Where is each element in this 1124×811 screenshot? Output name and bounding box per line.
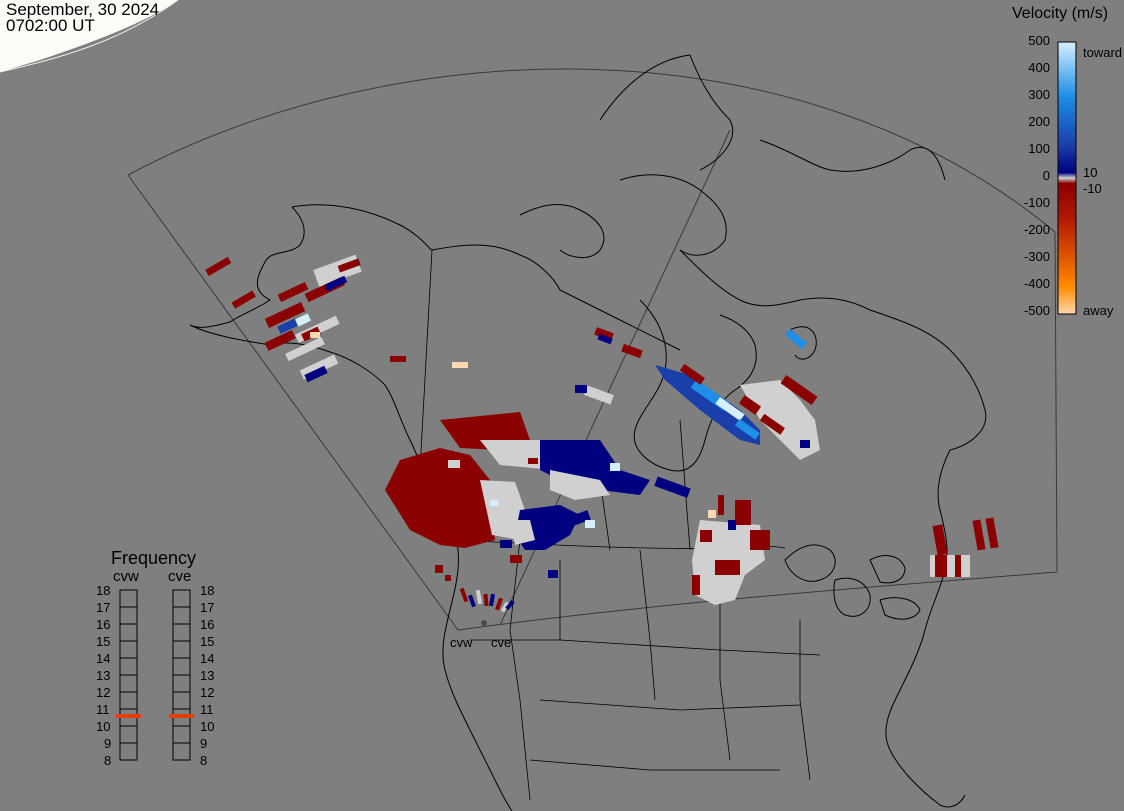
freq-tick: 15: [96, 634, 111, 649]
freq-tick: 17: [96, 600, 111, 615]
freq-tick: 15: [200, 634, 215, 649]
freq-tick: 9: [104, 736, 112, 751]
away-label: away: [1083, 303, 1114, 318]
freq-tick: 17: [200, 600, 215, 615]
freq-tick: 11: [96, 702, 110, 717]
freq-tick: 13: [200, 668, 215, 683]
velocity-inner-label: 10: [1083, 165, 1098, 180]
velocity-tick: 400: [1028, 60, 1050, 75]
velocity-inner-label: -10: [1083, 181, 1102, 196]
velocity-tick: -400: [1023, 276, 1050, 291]
velocity-tick: 200: [1028, 114, 1050, 129]
freq-tick: 16: [96, 617, 111, 632]
daylight-region: [0, 0, 178, 72]
radar-fan-cvw: [459, 587, 489, 608]
terminator-line: [0, 0, 179, 73]
frequency-title: Frequency: [111, 548, 197, 568]
freq-tick: 8: [200, 753, 208, 768]
time-label: 0702:00 UT: [6, 16, 95, 35]
velocity-colorbar: [1057, 41, 1077, 315]
freq-tick: 13: [96, 668, 111, 683]
frequency-boxes: [119, 589, 191, 761]
freq-tick: 16: [200, 617, 215, 632]
radar-site-label-cvw: cvw: [450, 635, 473, 650]
freq-column-label-cve: cve: [168, 568, 192, 585]
freq-tick: 8: [104, 753, 112, 768]
freq-tick: 12: [96, 685, 111, 700]
freq-tick: 14: [96, 651, 111, 666]
velocity-tick: 0: [1042, 168, 1050, 183]
fov-outline: [127, 68, 1058, 631]
velocity-tick: -100: [1023, 195, 1050, 210]
velocity-tick: 300: [1028, 87, 1050, 102]
velocity-tick: -300: [1023, 249, 1050, 264]
freq-tick: 11: [200, 702, 214, 717]
freq-tick: 12: [200, 685, 215, 700]
velocity-tick: 100: [1028, 141, 1050, 156]
freq-column-label-cvw: cvw: [113, 568, 139, 585]
radar-data: [205, 254, 999, 626]
freq-marker-cvw: [116, 714, 141, 718]
velocity-title: Velocity (m/s): [1012, 5, 1109, 22]
radar-fan-cve: [488, 593, 515, 613]
freq-tick: 10: [96, 719, 111, 734]
freq-tick: 14: [200, 651, 215, 666]
freq-tick: 18: [96, 583, 111, 598]
radar-site-label-cve: cve: [491, 635, 512, 650]
radar-site-marker: [481, 620, 487, 626]
date-label: September, 30 2024: [6, 0, 160, 19]
freq-tick: 18: [200, 583, 215, 598]
freq-tick: 9: [200, 736, 208, 751]
toward-label: toward: [1083, 45, 1123, 60]
coastlines: [189, 54, 987, 811]
velocity-tick: -500: [1023, 303, 1050, 318]
velocity-tick: -200: [1023, 222, 1050, 237]
velocity-tick: 500: [1028, 33, 1050, 48]
freq-tick: 10: [200, 719, 215, 734]
freq-marker-cve: [169, 714, 194, 718]
